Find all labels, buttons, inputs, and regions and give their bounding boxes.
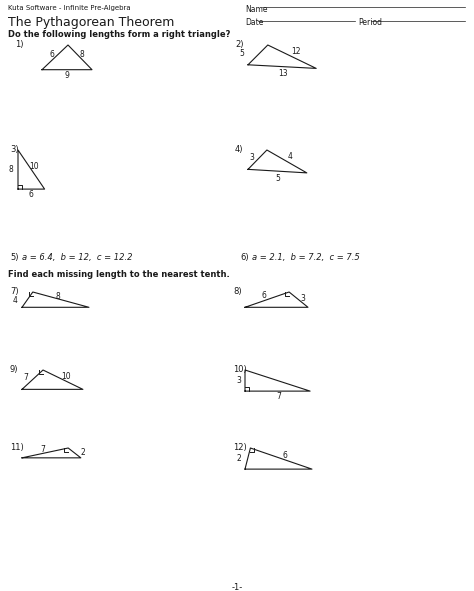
Text: 9): 9) (10, 365, 18, 374)
Text: 12: 12 (292, 47, 301, 56)
Text: 3: 3 (236, 376, 241, 385)
Text: 4: 4 (288, 152, 292, 161)
Text: 13: 13 (278, 69, 288, 78)
Text: Kuta Software - Infinite Pre-Algebra: Kuta Software - Infinite Pre-Algebra (8, 5, 131, 11)
Text: 4): 4) (235, 145, 244, 154)
Text: 6: 6 (283, 450, 287, 460)
Text: 10): 10) (233, 365, 247, 374)
Text: Period: Period (358, 18, 382, 27)
Text: Find each missing length to the nearest tenth.: Find each missing length to the nearest … (8, 270, 230, 279)
Text: 8): 8) (233, 287, 242, 296)
Text: Date: Date (245, 18, 264, 27)
Text: 8: 8 (80, 50, 84, 59)
Text: 2): 2) (235, 40, 244, 49)
Text: 7: 7 (41, 445, 46, 454)
Text: 5: 5 (239, 50, 244, 59)
Text: 9: 9 (64, 71, 69, 80)
Text: 11): 11) (10, 443, 24, 452)
Text: 3): 3) (10, 145, 18, 154)
Text: 7: 7 (276, 392, 281, 401)
Text: 3: 3 (250, 152, 255, 161)
Text: 2: 2 (81, 447, 85, 457)
Text: 2: 2 (236, 454, 241, 463)
Text: 6: 6 (262, 291, 266, 300)
Text: a = 2.1,  b = 7.2,  c = 7.5: a = 2.1, b = 7.2, c = 7.5 (252, 253, 360, 262)
Text: 5): 5) (10, 253, 18, 262)
Text: 6): 6) (240, 253, 249, 262)
Text: -1-: -1- (231, 583, 243, 591)
Text: Name: Name (245, 5, 267, 14)
Text: 3: 3 (301, 294, 305, 303)
Text: 7: 7 (24, 374, 28, 382)
Text: 10: 10 (61, 372, 71, 381)
Text: 6: 6 (50, 50, 55, 59)
Text: 1): 1) (15, 40, 24, 49)
Text: a = 6.4,  b = 12,  c = 12.2: a = 6.4, b = 12, c = 12.2 (22, 253, 133, 262)
Text: 4: 4 (13, 296, 18, 305)
Text: Do the following lengths form a right triangle?: Do the following lengths form a right tr… (8, 30, 230, 39)
Text: 6: 6 (29, 190, 34, 199)
Text: 8: 8 (9, 165, 14, 174)
Text: 5: 5 (275, 174, 280, 183)
Text: The Pythagorean Theorem: The Pythagorean Theorem (8, 16, 174, 29)
Text: 10: 10 (29, 162, 39, 171)
Text: 7): 7) (10, 287, 18, 296)
Text: 8: 8 (55, 292, 60, 301)
Text: 12): 12) (233, 443, 247, 452)
